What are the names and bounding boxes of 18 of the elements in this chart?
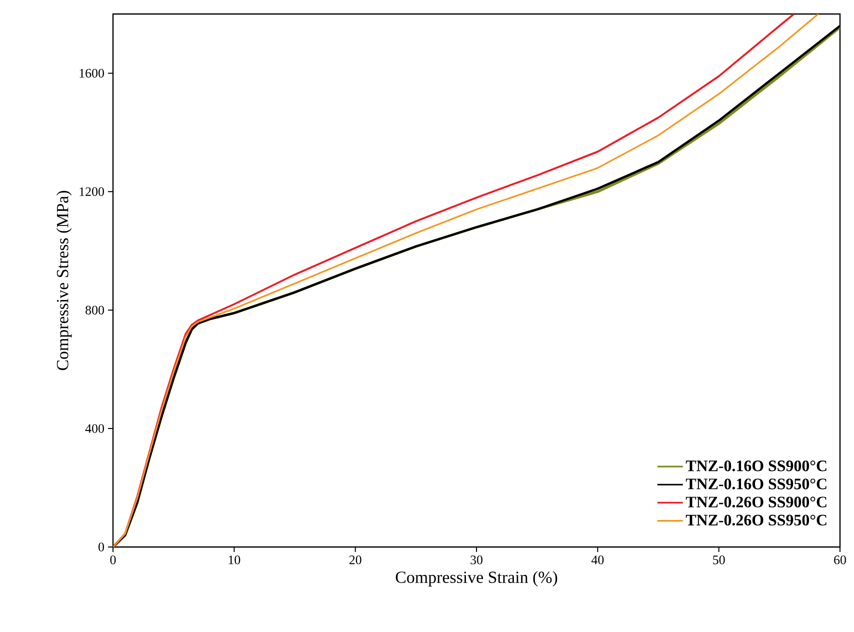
y-tick-label: 0 [98, 542, 104, 552]
x-tick-label: 20 [349, 556, 362, 564]
x-tick-label: 30 [470, 556, 482, 564]
x-tick-label: 40 [591, 556, 604, 564]
y-tick-label: 800 [86, 306, 104, 314]
legend-label: TNZ-0.26O SS900°C [686, 496, 826, 508]
y-tick-label: 1200 [80, 187, 104, 196]
legend-label: TNZ-0.16O SS950°C [686, 478, 826, 490]
x-axis-title: Compressive Strain (%) [396, 571, 558, 586]
x-tick-label: 50 [713, 556, 725, 564]
y-tick-label: 1600 [80, 68, 104, 78]
x-tick-label: 60 [834, 556, 846, 564]
legend-label: TNZ-0.26O SS950°C [686, 514, 826, 526]
x-tick-label: 0 [110, 556, 116, 564]
y-axis-title: Compressive Stress (MPa) [56, 190, 72, 370]
legend-label: TNZ-0.16O SS900°C [686, 460, 826, 472]
x-tick-label: 10 [228, 556, 240, 564]
y-tick-label: 400 [85, 424, 104, 433]
